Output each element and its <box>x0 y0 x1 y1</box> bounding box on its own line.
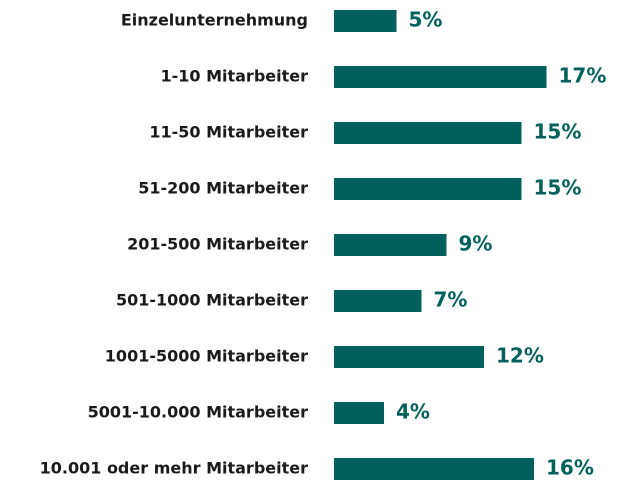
value-label: 15% <box>534 120 582 144</box>
value-label: 7% <box>434 288 468 312</box>
bar <box>334 122 522 144</box>
category-label: Einzelunternehmung <box>121 11 308 30</box>
value-label: 9% <box>459 232 493 256</box>
category-label: 1-10 Mitarbeiter <box>160 67 308 86</box>
value-label: 15% <box>534 176 582 200</box>
category-label: 501-1000 Mitarbeiter <box>116 291 308 310</box>
bar <box>334 66 547 88</box>
value-label: 4% <box>396 400 430 424</box>
category-label: 201-500 Mitarbeiter <box>127 235 308 254</box>
category-label: 5001-10.000 Mitarbeiter <box>88 403 309 422</box>
value-label: 5% <box>409 8 443 32</box>
bar <box>334 346 484 368</box>
category-label: 10.001 oder mehr Mitarbeiter <box>40 459 308 478</box>
bar <box>334 458 534 480</box>
bar <box>334 402 384 424</box>
value-label: 16% <box>546 456 594 480</box>
bar <box>334 234 447 256</box>
value-label: 12% <box>496 344 544 368</box>
category-label: 1001-5000 Mitarbeiter <box>105 347 308 366</box>
value-label: 17% <box>559 64 607 88</box>
bar <box>334 10 397 32</box>
bar <box>334 178 522 200</box>
category-label: 11-50 Mitarbeiter <box>149 123 308 142</box>
bar <box>334 290 422 312</box>
category-label: 51-200 Mitarbeiter <box>138 179 308 198</box>
